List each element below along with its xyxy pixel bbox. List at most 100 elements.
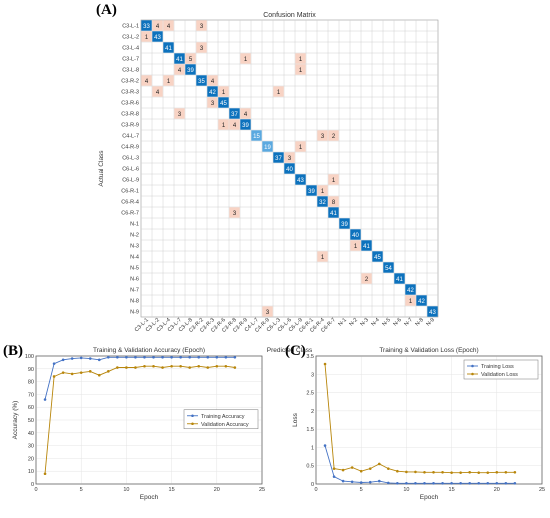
accuracy-chart-data-point [107, 370, 110, 373]
accuracy-chart-data-point [88, 357, 92, 360]
cm-col-tick-label: N-9 [425, 317, 436, 328]
cm-cell-label: 3 [233, 211, 237, 217]
loss-chart-ytick-label: 1.5 [306, 427, 314, 433]
cm-cell [229, 119, 240, 130]
cm-row-tick-label: C4-L-7 [122, 134, 139, 140]
accuracy-chart-data-point [152, 364, 155, 368]
loss-chart-data-point [432, 470, 435, 474]
cm-cell-label: 39 [187, 68, 194, 74]
cm-cell-label: 1 [222, 123, 226, 129]
accuracy-chart-data-point [143, 355, 146, 359]
cm-cell-label: 4 [145, 79, 149, 85]
cm-cell-label: 4 [211, 79, 215, 85]
cm-row-tick-label: N-1 [130, 222, 139, 228]
cm-row-tick-label: C3-R-9 [121, 123, 139, 129]
loss-chart-ytick-label: 3.5 [306, 354, 314, 360]
cm-cell [174, 108, 185, 119]
cm-cell-label: 4 [156, 24, 160, 30]
accuracy-chart-xtick-label: 0 [34, 487, 37, 493]
cm-cell-label: 5 [189, 57, 193, 63]
loss-chart-data-point [504, 481, 508, 485]
cm-col-tick-label: N-5 [381, 317, 392, 328]
cm-cell [317, 130, 328, 141]
loss-chart-data-point [423, 470, 426, 474]
cm-cell [273, 152, 284, 163]
cm-cell-label: 43 [154, 35, 161, 41]
cm-cell-label: 32 [319, 200, 326, 206]
loss-chart-xtick-label: 10 [403, 487, 409, 493]
cm-col-tick-label: N-2 [348, 317, 359, 328]
cm-row-tick-label: N-9 [130, 310, 139, 316]
accuracy-chart-ytick-label: 0 [31, 482, 34, 488]
cm-row-tick-label: N-8 [130, 299, 139, 305]
accuracy-chart-data-point [188, 366, 191, 369]
cm-cell-label: 42 [407, 288, 414, 294]
accuracy-chart-ytick-label: 10 [28, 469, 34, 475]
cm-cell-label: 1 [299, 145, 303, 151]
cm-cell [328, 174, 339, 185]
cm-cell [328, 207, 339, 218]
loss-chart-data-point [432, 481, 435, 485]
cm-cell [229, 108, 240, 119]
loss-chart-data-point [332, 475, 336, 478]
accuracy-chart-data-point [79, 371, 83, 374]
loss-chart-ytick-label: 2 [311, 409, 314, 415]
accuracy-chart-ytick-label: 30 [28, 444, 34, 450]
loss-chart-data-point [396, 469, 399, 473]
cm-cell [295, 174, 306, 185]
loss-chart-data-point [377, 462, 381, 466]
cm-cell [350, 229, 361, 240]
loss-chart-data-point [513, 470, 517, 474]
accuracy-chart-data-point [179, 364, 182, 368]
cm-cell-label: 2 [332, 134, 336, 140]
loss-chart-data-point [359, 481, 363, 484]
loss-chart-data-point [459, 481, 462, 485]
accuracy-chart-xtick-label: 25 [259, 487, 265, 493]
cm-cell [240, 108, 251, 119]
cm-cell-label: 15 [253, 134, 260, 140]
loss-chart-xtick-label: 20 [494, 487, 500, 493]
accuracy-chart-data-point [116, 366, 119, 369]
loss-chart-plot-border [315, 355, 543, 485]
cm-cell [218, 119, 229, 130]
accuracy-chart-data-point [61, 358, 65, 362]
cm-row-tick-label: C3-L-8 [122, 68, 139, 74]
cm-row-tick-label: N-7 [130, 288, 139, 294]
cm-cell [163, 20, 174, 31]
cm-cell [207, 75, 218, 86]
accuracy-chart-data-point [116, 355, 119, 359]
cm-cell [174, 64, 185, 75]
cm-cell [427, 306, 438, 317]
loss-chart-xtick-label: 15 [449, 487, 455, 493]
cm-row-tick-label: C6-L-6 [122, 167, 139, 173]
accuracy-chart-series-line [44, 356, 235, 400]
cm-cell-label: 54 [385, 266, 392, 272]
cm-row-tick-label: C3-R-2 [121, 79, 139, 85]
cm-cell-label: 8 [332, 200, 336, 206]
loss-chart-data-point [368, 467, 372, 470]
cm-cell [361, 240, 372, 251]
cm-cell [317, 251, 328, 262]
cm-row-tick-label: C3-L-1 [122, 24, 139, 30]
accuracy-chart-xtick-label: 20 [214, 487, 220, 493]
cm-cell-label: 1 [409, 299, 413, 305]
loss-chart-data-point [468, 481, 471, 485]
accuracy-chart-data-point [206, 366, 210, 369]
loss-chart-xtick-label: 5 [360, 487, 363, 493]
cm-cell-label: 45 [374, 255, 381, 261]
loss-chart-legend [463, 359, 539, 380]
cm-cell-label: 1 [354, 244, 358, 250]
cm-cell [295, 141, 306, 152]
cm-col-tick-label: N-1 [337, 317, 348, 328]
loss-chart-data-point [450, 471, 453, 474]
accuracy-chart-xtick-label: 15 [169, 487, 175, 493]
cm-row-tick-label: C6-L-3 [122, 156, 139, 162]
cm-cell-label: 2 [365, 277, 369, 283]
loss-chart-data-point [423, 481, 426, 485]
loss-chart-legend-marker [471, 372, 474, 376]
cm-cell-label: 1 [321, 189, 325, 195]
accuracy-chart-ylabel: Accuracy (%) [12, 401, 19, 440]
loss-chart-data-point [387, 481, 390, 485]
cm-cell [251, 130, 262, 141]
